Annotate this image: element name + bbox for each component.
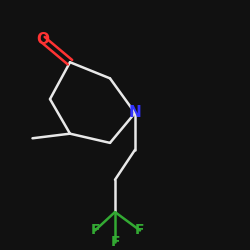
- Text: N: N: [128, 106, 141, 120]
- Text: F: F: [90, 224, 100, 237]
- Text: F: F: [110, 235, 120, 249]
- Text: O: O: [36, 32, 49, 47]
- Text: F: F: [135, 224, 145, 237]
